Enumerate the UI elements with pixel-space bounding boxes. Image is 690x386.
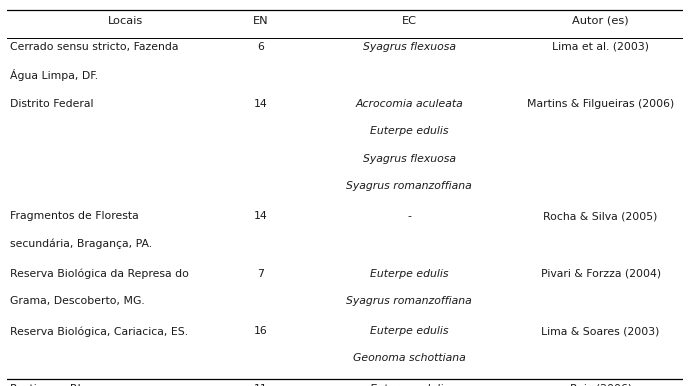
Text: Euterpe edulis: Euterpe edulis bbox=[370, 269, 448, 279]
Text: -: - bbox=[407, 211, 411, 221]
Text: 16: 16 bbox=[254, 326, 267, 336]
Text: Reis (2006): Reis (2006) bbox=[569, 384, 631, 386]
Text: Fragmentos de Floresta: Fragmentos de Floresta bbox=[10, 211, 139, 221]
Text: Euterpe edulis: Euterpe edulis bbox=[370, 326, 448, 336]
Text: 14: 14 bbox=[254, 99, 267, 109]
Text: Syagrus romanzoffiana: Syagrus romanzoffiana bbox=[346, 181, 472, 191]
Text: Syagrus romanzoffiana: Syagrus romanzoffiana bbox=[346, 296, 472, 306]
Text: Martins & Filgueiras (2006): Martins & Filgueiras (2006) bbox=[527, 99, 674, 109]
Text: EC: EC bbox=[402, 16, 417, 26]
Text: Lima et al. (2003): Lima et al. (2003) bbox=[552, 42, 649, 52]
Text: Restingas, RJ.: Restingas, RJ. bbox=[10, 384, 84, 386]
Text: Pivari & Forzza (2004): Pivari & Forzza (2004) bbox=[540, 269, 660, 279]
Text: Autor (es): Autor (es) bbox=[572, 16, 629, 26]
Text: Grama, Descoberto, MG.: Grama, Descoberto, MG. bbox=[10, 296, 145, 306]
Text: Reserva Biológica, Cariacica, ES.: Reserva Biológica, Cariacica, ES. bbox=[10, 326, 188, 337]
Text: 6: 6 bbox=[257, 42, 264, 52]
Text: Reserva Biológica da Represa do: Reserva Biológica da Represa do bbox=[10, 269, 189, 279]
Text: Euterpe edulis: Euterpe edulis bbox=[370, 127, 448, 136]
Text: Locais: Locais bbox=[108, 16, 143, 26]
Text: Syagrus flexuosa: Syagrus flexuosa bbox=[363, 154, 455, 164]
Text: Água Limpa, DF.: Água Limpa, DF. bbox=[10, 69, 99, 81]
Text: 11: 11 bbox=[254, 384, 267, 386]
Text: Geonoma schottiana: Geonoma schottiana bbox=[353, 354, 466, 363]
Text: EN: EN bbox=[253, 16, 268, 26]
Text: Syagrus flexuosa: Syagrus flexuosa bbox=[363, 42, 455, 52]
Text: Lima & Soares (2003): Lima & Soares (2003) bbox=[542, 326, 660, 336]
Text: 7: 7 bbox=[257, 269, 264, 279]
Text: 14: 14 bbox=[254, 211, 267, 221]
Text: Rocha & Silva (2005): Rocha & Silva (2005) bbox=[544, 211, 658, 221]
Text: Acrocomia aculeata: Acrocomia aculeata bbox=[355, 99, 463, 109]
Text: Distrito Federal: Distrito Federal bbox=[10, 99, 94, 109]
Text: Euterpe edulis: Euterpe edulis bbox=[370, 384, 448, 386]
Text: secundária, Bragança, PA.: secundária, Bragança, PA. bbox=[10, 239, 152, 249]
Text: Cerrado sensu stricto, Fazenda: Cerrado sensu stricto, Fazenda bbox=[10, 42, 179, 52]
